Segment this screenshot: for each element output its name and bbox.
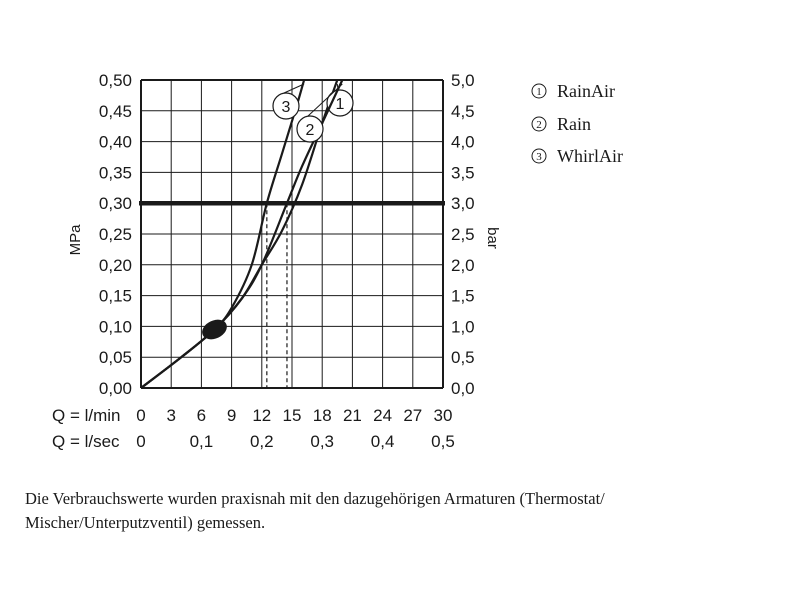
legend-item-rain: 2 Rain <box>531 114 591 134</box>
y-right-tick-label: 3,0 <box>451 194 475 213</box>
y-left-tick-label: 0,20 <box>99 256 132 275</box>
right-axis-ticks: 0,0 0,5 1,0 1,5 2,0 2,5 3,0 3,5 4,0 4,5 5,0 <box>451 71 475 398</box>
x-lsec-tick-label: 0,1 <box>190 432 214 451</box>
x-lmin-tick-label: 12 <box>252 406 271 425</box>
y-right-tick-label: 1,0 <box>451 317 475 336</box>
y-left-tick-label: 0,50 <box>99 71 132 90</box>
legend-number: 1 <box>536 86 542 98</box>
merge-point-marker <box>202 319 227 340</box>
y-left-tick-label: 0,05 <box>99 348 132 367</box>
x-lsec-tick-label: 0,5 <box>431 432 455 451</box>
x-lmin-tick-label: 27 <box>403 406 422 425</box>
x-lmin-tick-label: 24 <box>373 406 392 425</box>
left-axis-ticks: 0,00 0,05 0,10 0,15 0,20 0,25 0,30 0,35 0,40 0,45… <box>99 71 132 398</box>
y-left-tick-label: 0,00 <box>99 379 132 398</box>
x-lmin-tick-label: 6 <box>197 406 206 425</box>
y-right-tick-label: 4,0 <box>451 133 475 152</box>
y-left-tick-label: 0,40 <box>99 133 132 152</box>
x-lmin-axis-label: Q = l/min <box>52 406 121 425</box>
y-right-tick-label: 4,5 <box>451 102 475 121</box>
x-lmin-tick-label: 18 <box>313 406 332 425</box>
y-right-axis-title: bar <box>484 227 501 249</box>
y-right-tick-label: 0,0 <box>451 379 475 398</box>
measurement-note: Die Verbrauchswerte wurden praxisnah mit… <box>25 489 605 532</box>
legend-label: Rain <box>557 114 591 134</box>
legend-number: 3 <box>536 151 542 163</box>
y-right-tick-label: 1,5 <box>451 287 475 306</box>
y-left-tick-label: 0,35 <box>99 163 132 182</box>
curves: 1 23 <box>139 79 445 389</box>
x-lmin-tick-label: 3 <box>166 406 175 425</box>
x-lmin-tick-label: 21 <box>343 406 362 425</box>
y-right-tick-label: 3,5 <box>451 163 475 182</box>
y-left-tick-label: 0,15 <box>99 287 132 306</box>
curve-label-leader <box>283 83 305 94</box>
chart: 0,000,050,100,150,200,250,300,350,400,45… <box>52 71 623 451</box>
legend-label: WhirlAir <box>557 146 623 166</box>
curve-label-number: 2 <box>306 122 315 139</box>
bottom-axis-ticks: 0 3 6 9 12 15 18 21 24 27 30 0 0,1 0,2 0,3 0,4 0,5 <box>136 406 455 451</box>
curve-label-number: 3 <box>282 99 291 116</box>
x-lmin-tick-label: 15 <box>283 406 302 425</box>
curve-label-number: 1 <box>336 96 345 113</box>
x-lsec-tick-label: 0,3 <box>310 432 334 451</box>
x-lsec-tick-label: 0,2 <box>250 432 274 451</box>
legend-item-whirlair: 3 WhirlAir <box>531 146 623 166</box>
x-lsec-tick-label: 0,4 <box>371 432 395 451</box>
y-left-axis-title: MPa <box>67 224 84 256</box>
legend-number: 2 <box>536 119 542 131</box>
legend-label: RainAir <box>557 81 615 101</box>
curve-label-leader <box>307 83 343 117</box>
y-right-tick-label: 5,0 <box>451 71 475 90</box>
grid <box>140 79 444 389</box>
y-left-tick-label: 0,30 <box>99 194 132 213</box>
legend: 1 RainAir 2 Rain 3 WhirlAir <box>531 81 623 166</box>
y-right-tick-label: 2,5 <box>451 225 475 244</box>
x-lmin-tick-label: 30 <box>434 406 453 425</box>
x-lsec-axis-label: Q = l/sec <box>52 432 120 451</box>
curve-label-circle <box>296 115 324 143</box>
x-lmin-tick-label: 0 <box>136 406 145 425</box>
x-lmin-tick-label: 9 <box>227 406 236 425</box>
y-left-tick-label: 0,25 <box>99 225 132 244</box>
y-left-tick-label: 0,45 <box>99 102 132 121</box>
legend-item-rainair: 1 RainAir <box>531 81 615 101</box>
x-lsec-tick-label: 0 <box>136 432 145 451</box>
y-left-tick-label: 0,10 <box>99 317 132 336</box>
y-right-tick-label: 2,0 <box>451 256 475 275</box>
y-right-tick-label: 0,5 <box>451 348 475 367</box>
curve-label-circle <box>272 92 300 120</box>
